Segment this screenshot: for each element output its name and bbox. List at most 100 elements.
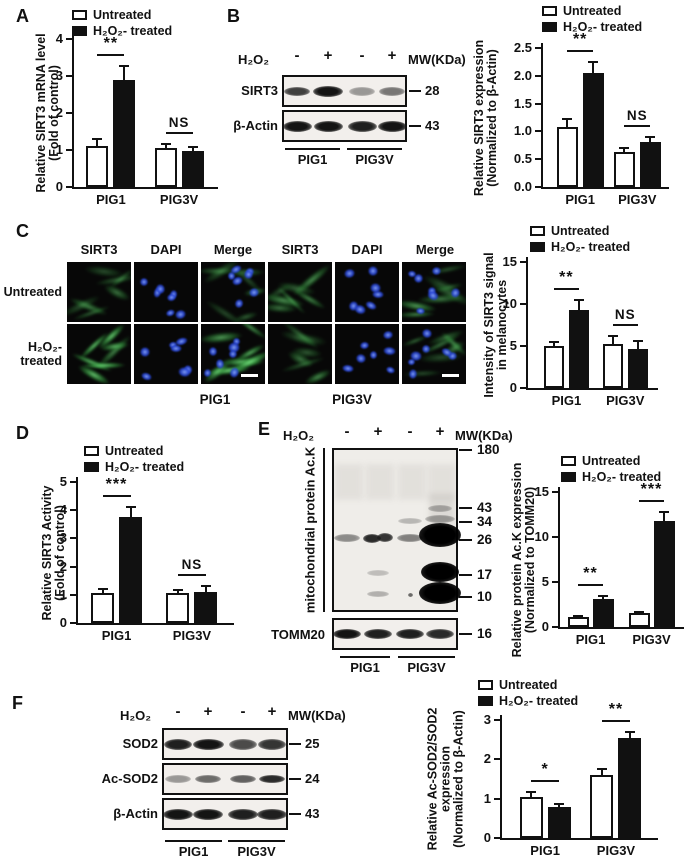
y-tick-label: 2.0 [513,67,532,83]
error-bar-line [628,731,631,738]
legend-swatch-treated [84,462,99,472]
y-tick [552,626,558,628]
error-bar-cap [619,146,630,149]
y-axis-title-line: in melanocytes [495,279,509,371]
error-bar-line [552,341,555,346]
legend-label-treated: H₂O₂- treated [582,470,662,484]
y-tick-label: 2 [59,558,67,574]
error-bar-cap [596,768,607,771]
y-tick [70,481,76,483]
error-bar-line [204,585,207,592]
y-tick-label: 0 [59,615,67,630]
if-row-label: H₂O₂- [27,340,62,354]
mw-dash [459,633,472,635]
error-bar-line [191,147,194,151]
band [379,86,405,96]
treatment-label: H₂O₂ [283,428,315,443]
category-label: PIG3V [632,632,671,647]
sig-line [531,779,560,782]
group-label: PIG3V [237,844,276,859]
if-cell [402,324,466,384]
legend-swatch-untreated [530,226,545,236]
mw-value: 24 [305,771,320,786]
panel-f-label: F [12,693,23,713]
mw-value: 26 [477,532,493,547]
blot-row-label: Ac-SOD2 [101,771,158,786]
sig-line [639,500,664,503]
sig-label: NS [614,306,636,322]
band [229,738,257,750]
blot-row-label: SOD2 [122,736,158,751]
y-tick-label: 0.0 [513,179,532,194]
band [228,808,258,820]
sig-label: *** [640,481,663,499]
error-bar-line [623,147,626,152]
y-tick-label: 2 [483,751,491,767]
category-label: PIG3V [159,192,199,207]
bar-treated [568,309,589,388]
lane-smear [335,464,363,500]
error-bar-cap [187,146,198,149]
legend-swatch-untreated [84,446,99,456]
error-bar-cap [92,137,103,140]
if-column-header: DAPI [351,242,383,257]
mw-dash [459,596,472,598]
sig-label: ** [583,564,598,582]
legend-label-untreated: Untreated [551,224,610,238]
error-bar-line [164,144,167,149]
band [425,515,455,523]
lane-sign: - [344,423,350,440]
error-bar-line [600,769,603,776]
y-tick-label: 3 [55,68,63,83]
band [313,120,343,132]
bar-untreated [519,796,543,838]
error-bar-line [592,61,595,73]
blot-strip [282,75,407,107]
error-bar-cap [562,117,573,120]
if-cell [134,262,198,322]
y-tick-label: 5 [541,574,549,589]
y-axis-title: Intensity of SIRT3 signal in melanocytes [482,252,509,397]
band [334,534,360,542]
y-tick [66,186,72,188]
mw-dash [289,778,301,780]
group-label: PIG3V [407,660,446,675]
blot-side-title: mitochondrial protein Ac.K [302,446,318,614]
legend-label-untreated: Untreated [563,4,622,18]
if-group-label: PIG1 [199,392,231,407]
panel-a-label: A [16,6,29,26]
y-axis-title: Relative Ac-SOD2/SOD2 expression (Normaliz… [426,708,466,851]
lane-smear [398,464,426,500]
panel-c-images: SIRT3 DAPI Merge SIRT3 DAPI Merge Untreated H₂O… [0,240,470,415]
bar-untreated [556,126,578,187]
y-tick [552,581,558,583]
sig-label: ** [608,700,624,718]
if-column-header: Merge [415,242,455,257]
if-group-label: PIG3V [332,392,372,407]
mw-value: 28 [425,83,440,98]
panel-c-label: C [16,221,29,241]
nucleus-blob [175,365,193,380]
sig-line [102,495,131,498]
x-axis [526,388,658,390]
error-bar-line [611,335,614,345]
y-tick-label: 1.0 [513,123,532,139]
lane-sign: - [359,47,365,64]
blot-row-label: β-Actin [233,118,278,133]
nucleus-blob [138,370,155,384]
mw-value: 10 [477,589,493,604]
category-label: PIG1 [565,192,595,207]
y-tick-label: 0 [483,830,491,845]
legend-label-treated: H₂O₂- treated [105,460,185,474]
y-tick [535,130,541,133]
bar-untreated [628,613,650,627]
y-tick [535,74,541,77]
band [428,504,452,512]
panel-e-chart: Relative protein Ac.K expression (Normali… [505,428,688,672]
legend-swatch-treated [530,242,545,252]
group-underline [285,148,340,150]
bar-untreated [86,146,109,187]
y-tick-label: 2 [55,105,63,120]
y-tick [70,622,76,624]
error-bar-line [558,804,561,807]
